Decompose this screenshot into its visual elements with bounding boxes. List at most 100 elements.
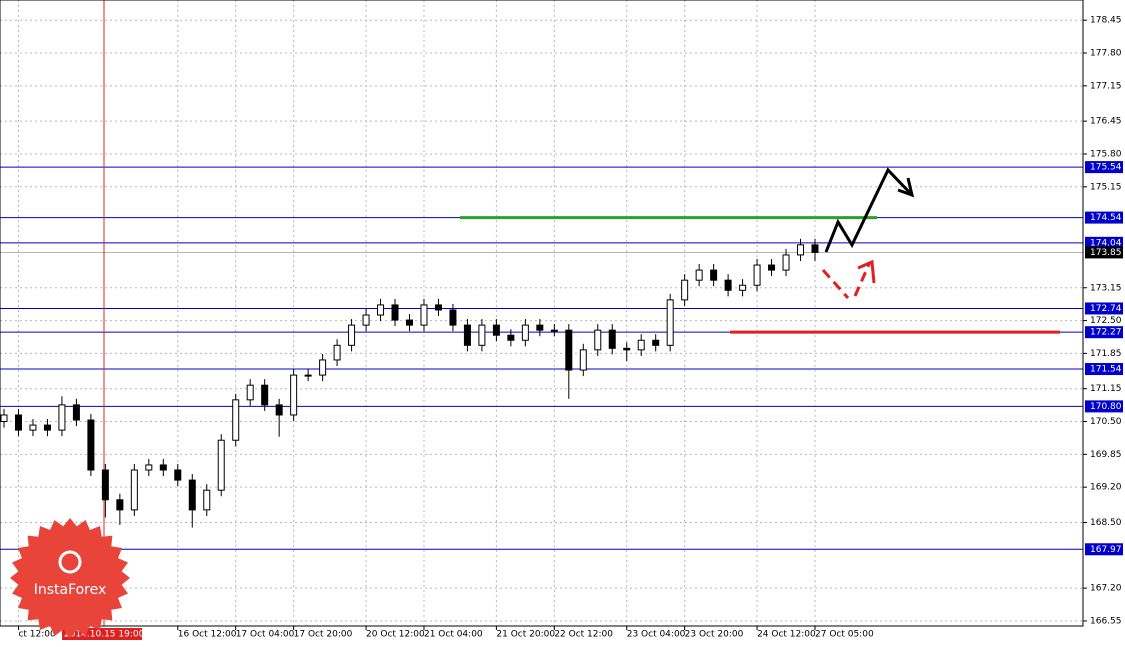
x-tick-label: 22 Oct 12:00: [554, 630, 613, 640]
axes: 178.45 177.80 177.15 176.45 175.80 175.15 173.…: [17, 16, 1123, 640]
y-tick-label: 173.15: [1090, 283, 1122, 293]
level-label-box: [1085, 302, 1123, 315]
x-tick-label: ct 12:00: [18, 630, 56, 640]
y-tick-label: 176.45: [1090, 117, 1122, 127]
candle-body: [406, 319, 413, 326]
candle-body: [463, 324, 471, 346]
candle-body: [333, 344, 341, 361]
y-tick-label: 167.20: [1090, 584, 1122, 594]
y-tick-label: 175.80: [1090, 149, 1122, 159]
x-tick-label: 21 Oct 04:00: [424, 630, 483, 640]
candle-body: [290, 374, 298, 416]
y-tick-label: 175.15: [1090, 182, 1122, 192]
y-tick-label: 171.85: [1090, 349, 1122, 359]
level-label: 172.74: [1090, 304, 1122, 314]
y-tick-label: 170.50: [1090, 417, 1122, 427]
candle-body: [87, 419, 95, 471]
candle-body: [232, 399, 240, 441]
level-label: 170.80: [1090, 402, 1122, 412]
cursor-label: 2014.10.15 19:00: [64, 630, 145, 640]
forecast-path: [824, 167, 914, 253]
candle-body: [768, 264, 776, 271]
candle-body: [391, 304, 399, 321]
x-tick-label: 20 Oct 12:00: [366, 630, 425, 640]
level-label: 174.54: [1090, 213, 1122, 223]
candle-body: [739, 284, 747, 291]
forecast-path: [853, 261, 872, 297]
candle-body: [550, 329, 558, 332]
candle-body: [145, 464, 153, 471]
x-tick-label: 23 Oct 20:00: [685, 630, 744, 640]
candle-body: [782, 254, 790, 271]
candle-body: [478, 324, 486, 346]
candle-body: [434, 304, 442, 311]
level-label: 172.27: [1090, 328, 1122, 338]
candle-body: [348, 324, 356, 346]
y-tick-label: 169.85: [1090, 450, 1122, 460]
candle-body: [652, 339, 660, 346]
candle-body: [116, 499, 124, 511]
y-tick-label: 177.15: [1090, 81, 1122, 91]
candle-body: [159, 464, 167, 471]
candle-body: [536, 324, 544, 331]
candle-body: [579, 349, 587, 371]
candle-body: [507, 334, 515, 341]
level-label-box: [1085, 211, 1123, 224]
candle-body: [261, 384, 269, 406]
logo-text: InstaForex: [34, 582, 107, 598]
candle-body: [188, 479, 196, 511]
candle-body: [623, 347, 631, 351]
candle-body: [710, 269, 718, 281]
y-tick-label: 178.45: [1090, 16, 1122, 26]
x-tick-label: 17 Oct 20:00: [294, 630, 353, 640]
y-tick-label: 166.55: [1090, 616, 1122, 626]
candle-body: [492, 324, 500, 336]
x-tick-label: 16 Oct 12:00: [178, 630, 237, 640]
level-label-box: [1085, 543, 1123, 556]
logo: InstaForex: [10, 518, 130, 638]
candle-body: [753, 264, 761, 286]
x-tick-label: 27 Oct 05:00: [815, 630, 874, 640]
candle-body: [666, 299, 674, 346]
candle-body: [275, 404, 283, 416]
candle-body: [724, 279, 732, 291]
candle-body: [203, 489, 211, 511]
candle-body: [449, 309, 457, 326]
y-tick-label: 168.50: [1090, 518, 1122, 528]
level-label-box: [1085, 236, 1123, 249]
level-label-box: [1085, 400, 1123, 413]
candle-body: [130, 469, 138, 511]
candle-body: [29, 424, 37, 431]
y-tick-label: 172.50: [1090, 316, 1122, 326]
level-label: 174.04: [1090, 238, 1122, 248]
candle-body: [101, 469, 109, 501]
forecast-down: [821, 259, 876, 299]
level-label-box: [1085, 161, 1123, 174]
candle-body: [377, 304, 385, 316]
current-price-label: 173.85: [1090, 248, 1122, 258]
candle-body: [521, 324, 529, 341]
forecast-up: [824, 167, 915, 253]
candle-body: [0, 414, 8, 423]
candle-body: [319, 359, 327, 376]
candle-body: [72, 404, 80, 421]
x-tick-label: 23 Oct 04:00: [627, 630, 686, 640]
candle-body: [681, 279, 689, 301]
current-price-box: [1085, 246, 1123, 259]
x-tick-label: 21 Oct 20:00: [496, 630, 555, 640]
candles: [0, 238, 819, 528]
candle-body: [362, 314, 370, 326]
forecast-arrowhead: [897, 177, 915, 198]
candle-body: [58, 404, 66, 431]
candle-body: [174, 469, 182, 481]
x-tick-label: 17 Oct 04:00: [236, 630, 295, 640]
candle-body: [43, 424, 51, 431]
level-label: 171.54: [1090, 365, 1122, 375]
candle-body: [14, 414, 22, 431]
candle-body: [420, 304, 428, 326]
grid: [0, 0, 1083, 626]
candle-body: [246, 384, 254, 401]
logo-icon: [58, 550, 82, 574]
